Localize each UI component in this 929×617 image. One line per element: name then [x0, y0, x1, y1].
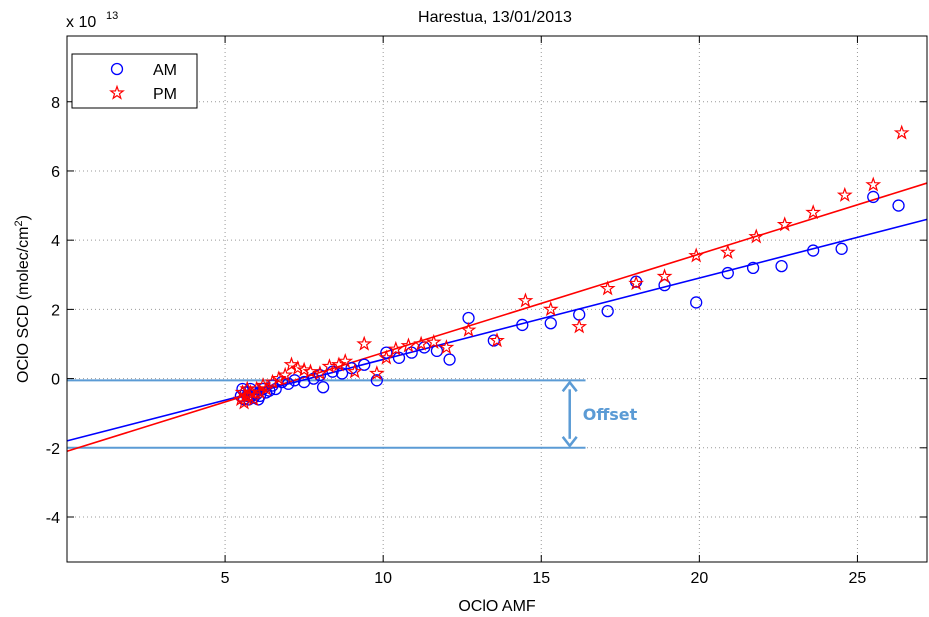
point-pm: [542, 301, 559, 317]
point-pm: [805, 204, 822, 220]
point-pm: [264, 373, 281, 389]
legend-am-label: AM: [153, 62, 177, 79]
point-pm: [368, 365, 385, 381]
point-pm: [289, 359, 306, 375]
point-am: [601, 304, 614, 318]
x-axis-ticks: 5 10 15 20 25: [221, 36, 867, 587]
point-pm: [688, 247, 705, 263]
legend-pm-label: PM: [153, 86, 177, 103]
y-tick-label: 4: [51, 233, 60, 250]
plot-border: [66, 35, 928, 563]
point-pm: [258, 380, 275, 396]
legend-pm-marker: [109, 84, 125, 100]
point-pm: [599, 280, 616, 296]
point-pm: [517, 292, 534, 308]
point-am: [835, 242, 848, 255]
offset-arrowhead-up: [561, 380, 578, 393]
fit-line-am: [66, 218, 928, 442]
y-tick-label: 2: [51, 302, 60, 319]
legend-am-marker: [110, 62, 124, 76]
x-tick-label: 5: [221, 570, 230, 587]
y-multiplier-base: x 10: [66, 14, 96, 31]
y-tick-label: 6: [51, 164, 60, 181]
point-pm: [656, 268, 673, 284]
x-tick-label: 15: [532, 570, 550, 587]
point-am: [313, 368, 327, 382]
x-axis-label: OClO AMF: [458, 598, 536, 615]
x-tick-label: 10: [374, 570, 392, 587]
point-pm: [337, 352, 354, 369]
point-am: [443, 353, 456, 366]
point-am: [746, 261, 760, 275]
x-tick-label: 25: [849, 570, 867, 587]
data-points: [232, 124, 910, 410]
point-pm: [865, 176, 882, 192]
point-am: [892, 199, 905, 212]
point-pm: [571, 318, 588, 334]
point-pm: [489, 332, 505, 348]
point-pm: [893, 124, 910, 140]
point-am: [867, 190, 880, 204]
point-am: [316, 381, 330, 394]
point-am: [516, 318, 529, 332]
point-pm: [346, 363, 363, 379]
y-tick-label: 0: [51, 372, 60, 389]
point-am: [775, 259, 788, 273]
point-pm: [330, 356, 347, 372]
offset-label: Offset: [583, 405, 638, 424]
point-pm: [438, 339, 455, 355]
point-pm: [460, 321, 477, 337]
point-pm: [277, 366, 294, 382]
point-pm: [302, 363, 319, 379]
point-pm: [356, 335, 373, 351]
point-am: [690, 296, 703, 309]
point-am: [544, 317, 557, 330]
y-tick-label: -2: [46, 441, 60, 458]
point-pm: [748, 228, 765, 244]
grid: [67, 36, 927, 562]
y-tick-label: 8: [51, 95, 60, 112]
point-am: [721, 266, 734, 280]
y-axis-label-main: OClO SCD (molec/cm: [15, 227, 32, 383]
y-multiplier: x 10 13: [66, 10, 118, 31]
point-am: [807, 244, 820, 257]
point-pm: [245, 391, 262, 407]
point-pm: [312, 365, 328, 381]
point-pm: [270, 370, 287, 386]
point-am: [358, 358, 371, 371]
legend-box: [71, 53, 198, 109]
offset-annotation: Offset: [67, 379, 638, 449]
y-axis-ticks: -4 -2 0 2 4 6 8: [46, 95, 927, 527]
point-pm: [836, 186, 853, 202]
plot-area: [67, 36, 927, 562]
y-axis-label-close: ): [15, 215, 32, 220]
point-pm: [425, 333, 442, 349]
point-am: [370, 374, 384, 387]
y-axis-label: OClO SCD (molec/cm2): [13, 215, 32, 383]
legend: AM PM: [71, 53, 198, 109]
point-pm: [400, 337, 417, 353]
point-pm: [296, 361, 313, 377]
point-pm: [251, 384, 268, 400]
point-pm: [283, 356, 300, 372]
point-pm: [628, 275, 645, 291]
point-pm: [255, 377, 271, 393]
point-pm: [719, 243, 736, 260]
x-tick-label: 20: [690, 570, 708, 587]
point-am: [380, 346, 393, 359]
chart-title: Harestua, 13/01/2013: [418, 9, 572, 26]
y-multiplier-exponent: 13: [106, 10, 118, 22]
point-pm: [413, 335, 430, 351]
offset-arrowhead-down: [561, 436, 578, 448]
y-axis-label-sup: 2: [13, 220, 25, 226]
y-tick-label: -4: [46, 510, 60, 527]
point-pm: [776, 216, 793, 232]
point-pm: [387, 340, 404, 356]
